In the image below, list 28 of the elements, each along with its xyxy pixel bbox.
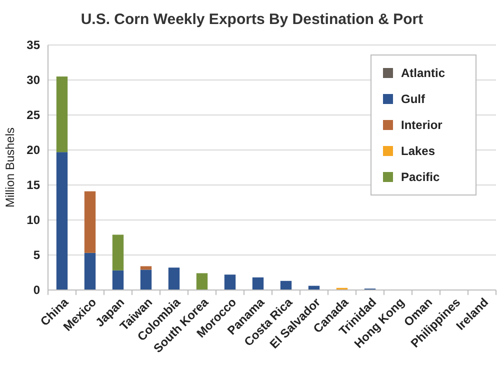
bar <box>252 277 264 290</box>
bar <box>56 76 68 152</box>
y-tick-label: 25 <box>26 108 40 122</box>
bar <box>112 270 124 290</box>
y-tick-label: 15 <box>26 178 40 192</box>
y-tick-label: 10 <box>26 213 40 228</box>
bar <box>56 152 68 290</box>
legend-label: Lakes <box>401 144 436 158</box>
y-tick-label: 20 <box>26 143 40 158</box>
bar <box>140 266 152 270</box>
legend-label: Interior <box>401 118 443 132</box>
y-tick-label: 0 <box>33 283 40 298</box>
chart-title: U.S. Corn Weekly Exports By Destination & Port <box>80 11 424 28</box>
bar <box>224 274 236 290</box>
bar <box>196 273 208 290</box>
y-tick-label: 35 <box>26 38 40 52</box>
legend-label: Gulf <box>401 92 426 106</box>
bar <box>84 191 96 253</box>
bar <box>280 280 292 290</box>
legend-label: Atlantic <box>401 66 446 80</box>
bar <box>112 234 124 270</box>
bar <box>84 252 96 290</box>
y-tick-label: 5 <box>33 248 40 262</box>
legend-label: Pacific <box>401 170 440 184</box>
y-tick-label: 30 <box>26 73 40 88</box>
bar <box>140 270 152 290</box>
bar <box>168 268 180 290</box>
y-axis-title: Million Bushels <box>3 127 17 208</box>
